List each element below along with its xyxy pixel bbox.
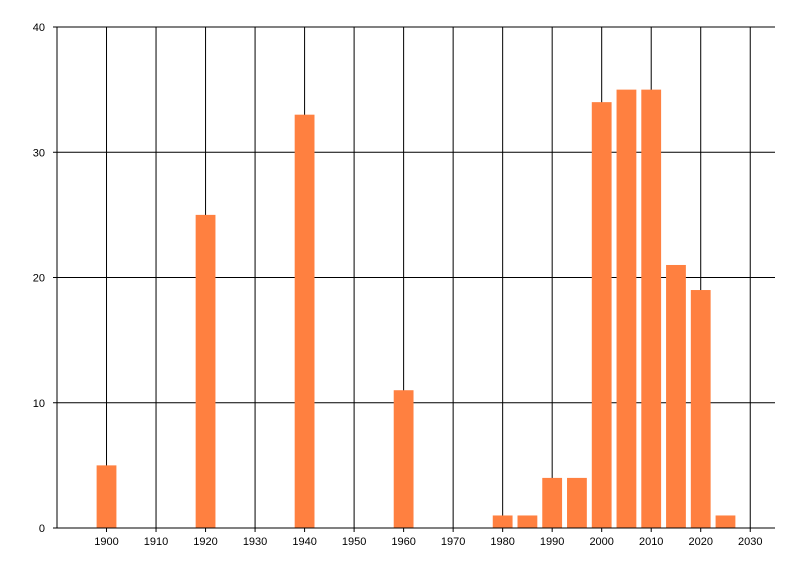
bar	[690, 290, 711, 528]
bar	[616, 89, 637, 528]
bar	[542, 477, 563, 528]
bar	[393, 390, 414, 528]
bar	[567, 477, 587, 528]
y-tick-label: 40	[33, 22, 45, 34]
bar	[641, 89, 662, 528]
y-tick-labels: 0 10 20 30 40	[33, 22, 57, 535]
x-tick-label: 1970	[441, 536, 465, 548]
bars	[96, 89, 736, 529]
x-tick-labels: 1900 1910 1920 1930 1940 1950 1960 1970 1980 1990…	[94, 528, 762, 548]
x-tick-label: 1950	[342, 536, 366, 548]
bar	[666, 264, 686, 528]
bar	[517, 515, 538, 528]
x-tick-label: 2000	[589, 536, 613, 548]
grid	[57, 26, 775, 528]
x-tick-label: 1960	[391, 536, 415, 548]
x-tick-label: 1990	[540, 536, 564, 548]
x-tick-label: 1980	[490, 536, 514, 548]
x-tick-label: 2010	[639, 536, 663, 548]
y-tick-label: 30	[33, 147, 45, 159]
bar	[294, 114, 315, 529]
x-tick-label: 1920	[193, 536, 217, 548]
x-tick-label: 2020	[688, 536, 712, 548]
x-tick-label: 1910	[144, 536, 168, 548]
y-tick-label: 20	[33, 273, 45, 285]
x-tick-label: 1900	[94, 536, 118, 548]
y-tick-label: 0	[39, 523, 45, 535]
x-tick-label: 1940	[292, 536, 316, 548]
bar	[96, 465, 117, 528]
bar	[492, 515, 513, 528]
bar	[195, 214, 216, 528]
x-tick-label: 1930	[243, 536, 267, 548]
bar	[715, 515, 736, 528]
bar	[591, 102, 612, 529]
x-tick-label: 2030	[738, 536, 762, 548]
y-tick-label: 10	[33, 398, 45, 410]
